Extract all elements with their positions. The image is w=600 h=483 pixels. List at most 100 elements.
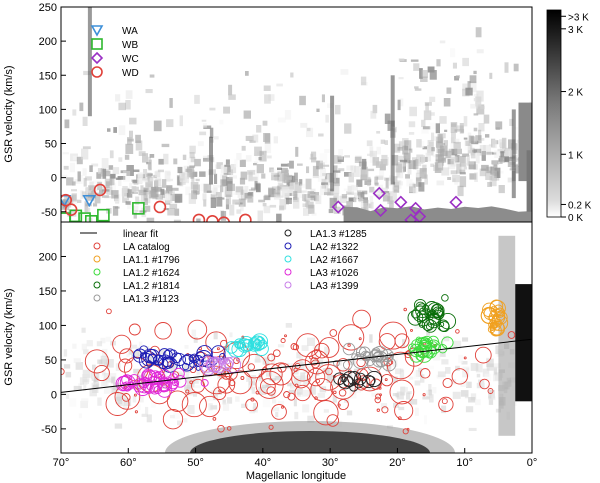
heat-cell xyxy=(476,49,484,54)
scatter-point xyxy=(205,331,228,354)
heat-cell xyxy=(258,199,266,203)
colorbar-ticks: >3 K 3 K 2 K 1 K 0.2 K 0 K xyxy=(561,12,592,224)
bg-cell xyxy=(452,391,461,399)
heat-cell xyxy=(316,160,323,170)
heat-cell xyxy=(419,168,427,179)
heat-cell xyxy=(312,175,320,179)
scatter-point xyxy=(353,372,367,386)
heat-cell xyxy=(247,170,256,175)
heat-cell xyxy=(174,208,180,216)
x-tick-label: 60° xyxy=(120,457,137,469)
scatter-point xyxy=(245,398,258,412)
bg-cell xyxy=(116,393,122,401)
bg-cell xyxy=(73,385,82,391)
scatter-point xyxy=(408,343,417,352)
bg-cell xyxy=(222,399,226,405)
bg-cell xyxy=(296,352,301,359)
top-y-axis: 250 200 150 100 50 0 -50 xyxy=(39,2,66,219)
heat-cell xyxy=(473,70,477,75)
heat-cell xyxy=(451,132,456,144)
bg-cell xyxy=(395,355,399,361)
heat-cell xyxy=(372,157,380,166)
wd-marker xyxy=(192,213,206,222)
bg-cell xyxy=(81,327,86,333)
heat-cell xyxy=(110,173,116,179)
heat-cell xyxy=(253,161,259,164)
heat-cell xyxy=(149,177,155,182)
heat-cell xyxy=(443,140,448,146)
wd-marker xyxy=(206,215,219,222)
heat-cell xyxy=(381,191,390,194)
heat-cell xyxy=(493,164,498,174)
bg-cell xyxy=(380,403,388,410)
heat-cell xyxy=(125,100,131,110)
heat-cell xyxy=(264,142,272,154)
heat-cell xyxy=(473,97,478,102)
heat-cell xyxy=(307,191,314,198)
bg-cell xyxy=(307,337,315,346)
bg-cell xyxy=(408,376,414,380)
wa-marker xyxy=(61,194,72,208)
bg-cell xyxy=(185,397,189,401)
heat-cell xyxy=(131,186,137,192)
heat-cell xyxy=(429,122,437,130)
scatter-point xyxy=(418,321,426,328)
heat-cell xyxy=(382,192,391,202)
heat-cell xyxy=(420,76,428,82)
heat-cell xyxy=(262,203,267,207)
scatter-point xyxy=(438,396,454,413)
heat-cell xyxy=(418,182,425,192)
wc-marker xyxy=(449,195,463,209)
heat-cell xyxy=(486,151,494,155)
heat-cell xyxy=(140,194,148,203)
bg-cell xyxy=(466,381,472,388)
bg-cell xyxy=(413,371,419,379)
bg-cell xyxy=(150,401,156,408)
heat-cell xyxy=(177,166,183,174)
bg-cell xyxy=(302,404,310,413)
scatter-point xyxy=(247,363,255,371)
heat-cell xyxy=(147,162,152,169)
heat-cell xyxy=(88,189,94,198)
bg-cell xyxy=(495,345,499,355)
scatter-point xyxy=(375,393,382,400)
heat-cell xyxy=(149,190,157,199)
heat-cell xyxy=(104,178,113,187)
heat-cell xyxy=(163,153,169,165)
scatter-point xyxy=(507,331,516,339)
heat-cell xyxy=(89,165,93,172)
bg-cell xyxy=(177,420,183,426)
heat-cell xyxy=(329,197,337,209)
heat-cell xyxy=(369,195,374,204)
bg-cell xyxy=(399,369,405,379)
heat-cell xyxy=(192,171,198,177)
scatter-point xyxy=(187,319,208,340)
heat-cell xyxy=(459,169,466,174)
legend-fit-label: linear fit xyxy=(123,229,158,240)
heat-cell xyxy=(90,191,96,199)
top-heatmap xyxy=(61,7,532,222)
heat-cell xyxy=(303,207,310,216)
heat-cell xyxy=(469,75,477,84)
legend-marker xyxy=(93,281,101,289)
bg-cell xyxy=(392,376,398,383)
heat-cell xyxy=(228,94,236,100)
heat-cell xyxy=(226,194,231,205)
heat-cell xyxy=(307,127,311,132)
heat-cell xyxy=(384,140,388,145)
heat-cell xyxy=(203,183,212,193)
heat-streak xyxy=(330,95,335,192)
heat-cell xyxy=(392,187,398,190)
heat-cell xyxy=(479,145,486,156)
heat-cell xyxy=(71,189,77,192)
heat-cell xyxy=(147,172,152,179)
heat-cell xyxy=(423,110,432,121)
bg-cell xyxy=(395,368,402,375)
bg-cell xyxy=(269,378,276,382)
heat-cell xyxy=(455,75,460,79)
heat-cell xyxy=(188,193,196,204)
bg-cell xyxy=(400,368,404,373)
heat-cell xyxy=(437,134,443,144)
bg-cell xyxy=(206,396,214,402)
scatter-point xyxy=(280,338,286,344)
